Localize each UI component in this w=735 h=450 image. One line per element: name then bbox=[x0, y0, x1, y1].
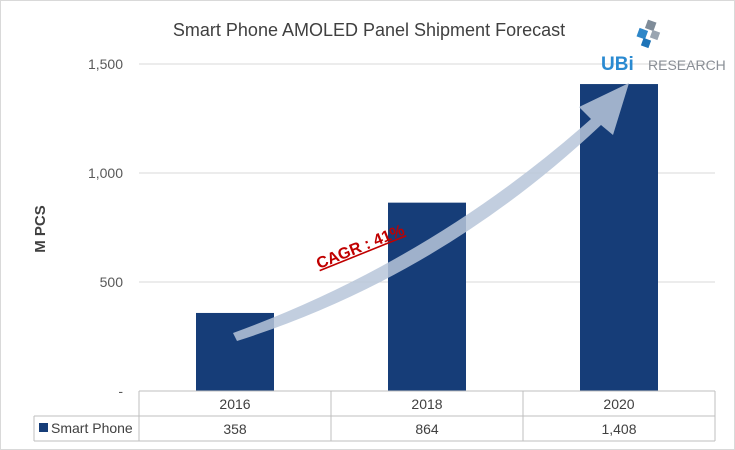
x-tick-label: 2020 bbox=[603, 396, 634, 412]
legend-label: Smart Phone bbox=[51, 420, 133, 436]
logo-research: RESEARCH bbox=[648, 57, 726, 73]
ubi-research-logo: UBi RESEARCH bbox=[601, 19, 726, 75]
data-label: 1,408 bbox=[601, 421, 636, 437]
bar-2020 bbox=[580, 84, 658, 391]
data-label: 864 bbox=[415, 421, 439, 437]
y-axis-label: M PCS bbox=[32, 205, 49, 253]
y-tick-label: 500 bbox=[100, 274, 124, 290]
y-tick-label: 1,000 bbox=[88, 165, 123, 181]
legend-swatch bbox=[39, 423, 48, 432]
logo-ubi: UBi bbox=[601, 54, 634, 75]
y-tick-label: 1,500 bbox=[88, 56, 123, 72]
chart-title: Smart Phone AMOLED Panel Shipment Foreca… bbox=[173, 20, 565, 40]
growth-arrow bbox=[233, 83, 629, 341]
y-tick-label: - bbox=[118, 383, 123, 399]
x-tick-label: 2018 bbox=[411, 396, 442, 412]
x-tick-label: 2016 bbox=[219, 396, 250, 412]
data-label: 358 bbox=[223, 421, 247, 437]
